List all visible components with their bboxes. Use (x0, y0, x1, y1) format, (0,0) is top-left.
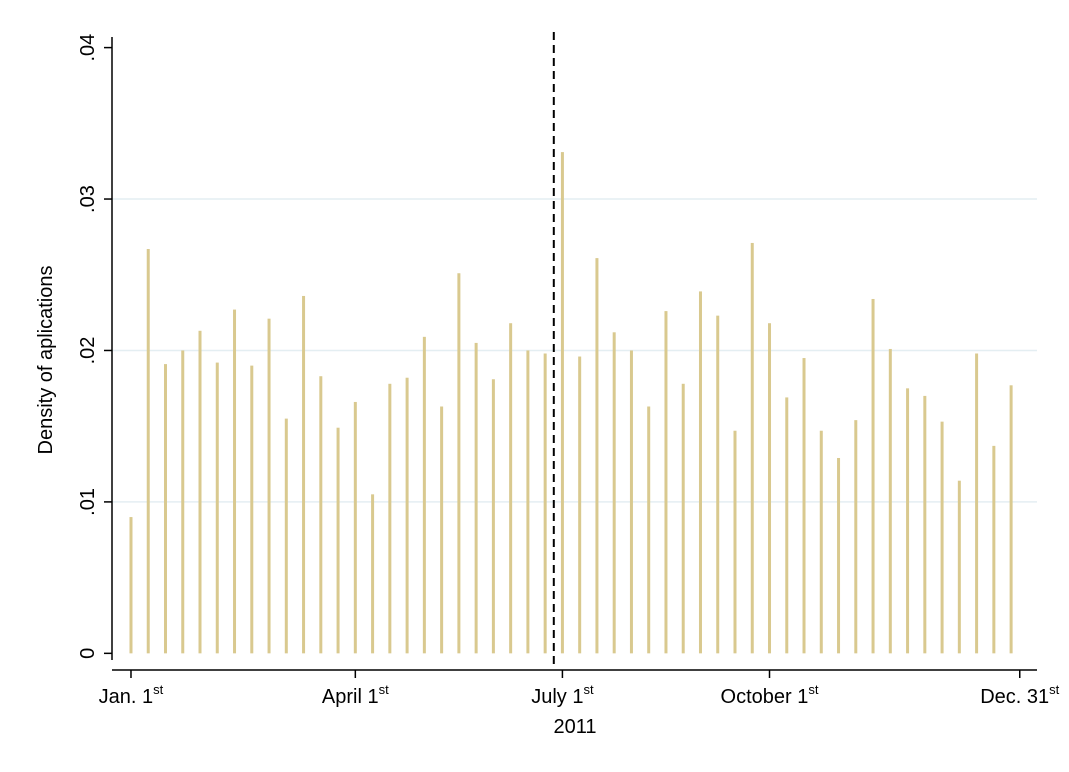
bar (491, 379, 495, 654)
bar (474, 342, 478, 654)
bar (802, 358, 806, 654)
y-tick-label: .04 (77, 34, 99, 62)
x-tick-label: Jan. 1st (99, 682, 164, 708)
x-tick-sup: st (153, 682, 164, 697)
bar (975, 353, 979, 654)
x-tick-sup: st (379, 682, 390, 697)
bar (940, 421, 944, 654)
bar (768, 323, 772, 654)
y-tick-label: .03 (77, 185, 99, 213)
bar (750, 242, 754, 654)
bar (992, 445, 996, 654)
bar (681, 383, 685, 654)
bar (595, 258, 599, 654)
bar (509, 323, 513, 654)
bar (336, 427, 340, 654)
x-tick-text: Dec. 31 (980, 686, 1049, 708)
bar (163, 364, 167, 654)
bar (957, 480, 961, 654)
bar (129, 517, 133, 654)
bar (612, 332, 616, 654)
x-tick-sup: st (583, 682, 594, 697)
bar (457, 273, 461, 654)
bar (837, 457, 841, 654)
bar (233, 309, 237, 654)
x-tick-label: October 1st (721, 682, 819, 708)
bar (871, 298, 875, 654)
bar (888, 348, 892, 654)
bar (526, 350, 530, 654)
bar (923, 395, 927, 654)
bar (405, 377, 409, 654)
x-tick-label: Dec. 31st (980, 682, 1059, 708)
y-tick-label: .02 (77, 337, 99, 365)
y-axis-title: Density of aplications (35, 266, 57, 455)
bar (560, 152, 564, 654)
bar (785, 397, 789, 654)
x-tick-text: July 1 (531, 686, 583, 708)
bar (578, 356, 582, 654)
bar (371, 494, 375, 654)
bar (819, 430, 823, 654)
bar (543, 353, 547, 654)
bar (716, 315, 720, 654)
x-tick-label: July 1st (531, 682, 594, 708)
x-axis-title: 2011 (553, 716, 596, 738)
bar (388, 383, 392, 654)
x-tick-sup: st (1049, 682, 1060, 697)
bar (664, 311, 668, 654)
y-tick-label: 0 (77, 648, 99, 659)
x-tick-text: October 1 (721, 686, 809, 708)
x-tick-label: April 1st (322, 682, 389, 708)
bar (250, 365, 254, 654)
bar (353, 401, 357, 654)
bar (698, 291, 702, 654)
bar (854, 420, 858, 654)
bar (215, 362, 219, 654)
bar (1009, 385, 1013, 654)
bar (733, 430, 737, 654)
bar (146, 249, 150, 654)
bar (284, 418, 288, 654)
bar (629, 350, 633, 654)
bar (319, 376, 323, 654)
bar (302, 295, 306, 654)
y-tick-label: .01 (77, 488, 99, 516)
x-tick-text: Jan. 1 (99, 686, 153, 708)
bar (181, 350, 185, 654)
bar (906, 388, 910, 654)
bar (267, 318, 271, 654)
x-tick-text: April 1 (322, 686, 379, 708)
bar (198, 330, 202, 654)
bar (440, 406, 444, 654)
x-tick-sup: st (808, 682, 819, 697)
bar (422, 336, 426, 654)
bar (647, 406, 651, 654)
